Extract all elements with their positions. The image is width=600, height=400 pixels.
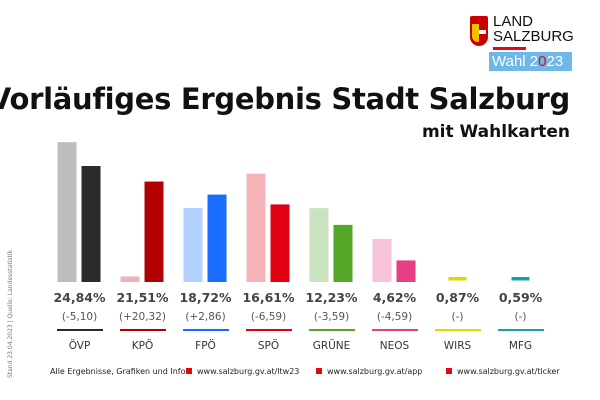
bar-current-7 xyxy=(511,277,530,281)
party-color-line xyxy=(56,329,103,331)
party-color-line xyxy=(497,329,544,331)
value-label: 24,84% xyxy=(53,290,106,305)
party-label: WIRS xyxy=(443,340,472,352)
bar-current-2 xyxy=(207,194,227,282)
change-label: (-) xyxy=(451,311,464,323)
value-label: 18,72% xyxy=(179,290,232,305)
value-label: 21,51% xyxy=(116,290,169,305)
party-label: NEOS xyxy=(379,340,410,352)
bar-previous-4 xyxy=(309,208,329,282)
bar-current-4 xyxy=(333,224,353,282)
change-label: (-6,59) xyxy=(250,311,287,323)
footer-link-ticker[interactable]: www.salzburg.gv.at/ticker xyxy=(446,367,560,376)
footer-label: Alle Ergebnisse, Grafiken und Infos: xyxy=(50,367,193,376)
party-label: MFG xyxy=(508,340,533,352)
land-salzburg-logo: LAND SALZBURG Wahl 2023 xyxy=(470,14,595,74)
change-label: (-4,59) xyxy=(376,311,413,323)
change-label: (-5,10) xyxy=(61,311,98,323)
change-label: (+20,32) xyxy=(118,311,167,323)
change-label: (+2,86) xyxy=(185,311,226,323)
bar-current-0 xyxy=(81,166,101,282)
party-color-line xyxy=(371,329,418,331)
party-label: KPÖ xyxy=(131,340,154,352)
party-color-line xyxy=(308,329,355,331)
bullet-icon xyxy=(446,368,452,374)
footer-link-app[interactable]: www.salzburg.gv.at/app xyxy=(316,367,422,376)
footer-link-ltw23[interactable]: www.salzburg.gv.at/ltw23 xyxy=(186,367,299,376)
logo-divider xyxy=(493,47,526,50)
change-label: (-3,59) xyxy=(313,311,350,323)
page-subtitle: mit Wahlkarten xyxy=(421,122,570,142)
bar-previous-2 xyxy=(183,207,203,282)
salzburg-crest-icon xyxy=(470,16,488,46)
party-color-line xyxy=(119,329,166,331)
value-label: 0,87% xyxy=(435,290,480,305)
bar-current-5 xyxy=(396,260,416,282)
value-label: 0,59% xyxy=(498,290,543,305)
bullet-icon xyxy=(186,368,192,374)
party-label: GRÜNE xyxy=(312,340,351,352)
bar-previous-3 xyxy=(246,173,266,282)
party-color-line xyxy=(245,329,292,331)
value-label: 12,23% xyxy=(305,290,358,305)
party-label: SPÖ xyxy=(257,340,280,352)
party-label: FPÖ xyxy=(195,340,216,352)
bar-previous-5 xyxy=(372,238,392,282)
bullet-icon xyxy=(316,368,322,374)
change-label: (-) xyxy=(514,311,527,323)
bar-previous-0 xyxy=(57,142,77,282)
bar-current-6 xyxy=(448,277,467,281)
party-color-line xyxy=(182,329,229,331)
bar-current-3 xyxy=(270,204,290,282)
value-label: 16,61% xyxy=(242,290,295,305)
wahl-badge: Wahl 2023 xyxy=(489,52,572,71)
party-label: ÖVP xyxy=(68,340,91,352)
bar-current-1 xyxy=(144,181,164,282)
bar-previous-1 xyxy=(120,276,140,282)
party-color-line xyxy=(434,329,481,331)
value-label: 4,62% xyxy=(372,290,417,305)
page-title: Vorläufiges Ergebnis Stadt Salzburg xyxy=(0,82,570,116)
logo-text: LAND SALZBURG xyxy=(493,13,574,45)
